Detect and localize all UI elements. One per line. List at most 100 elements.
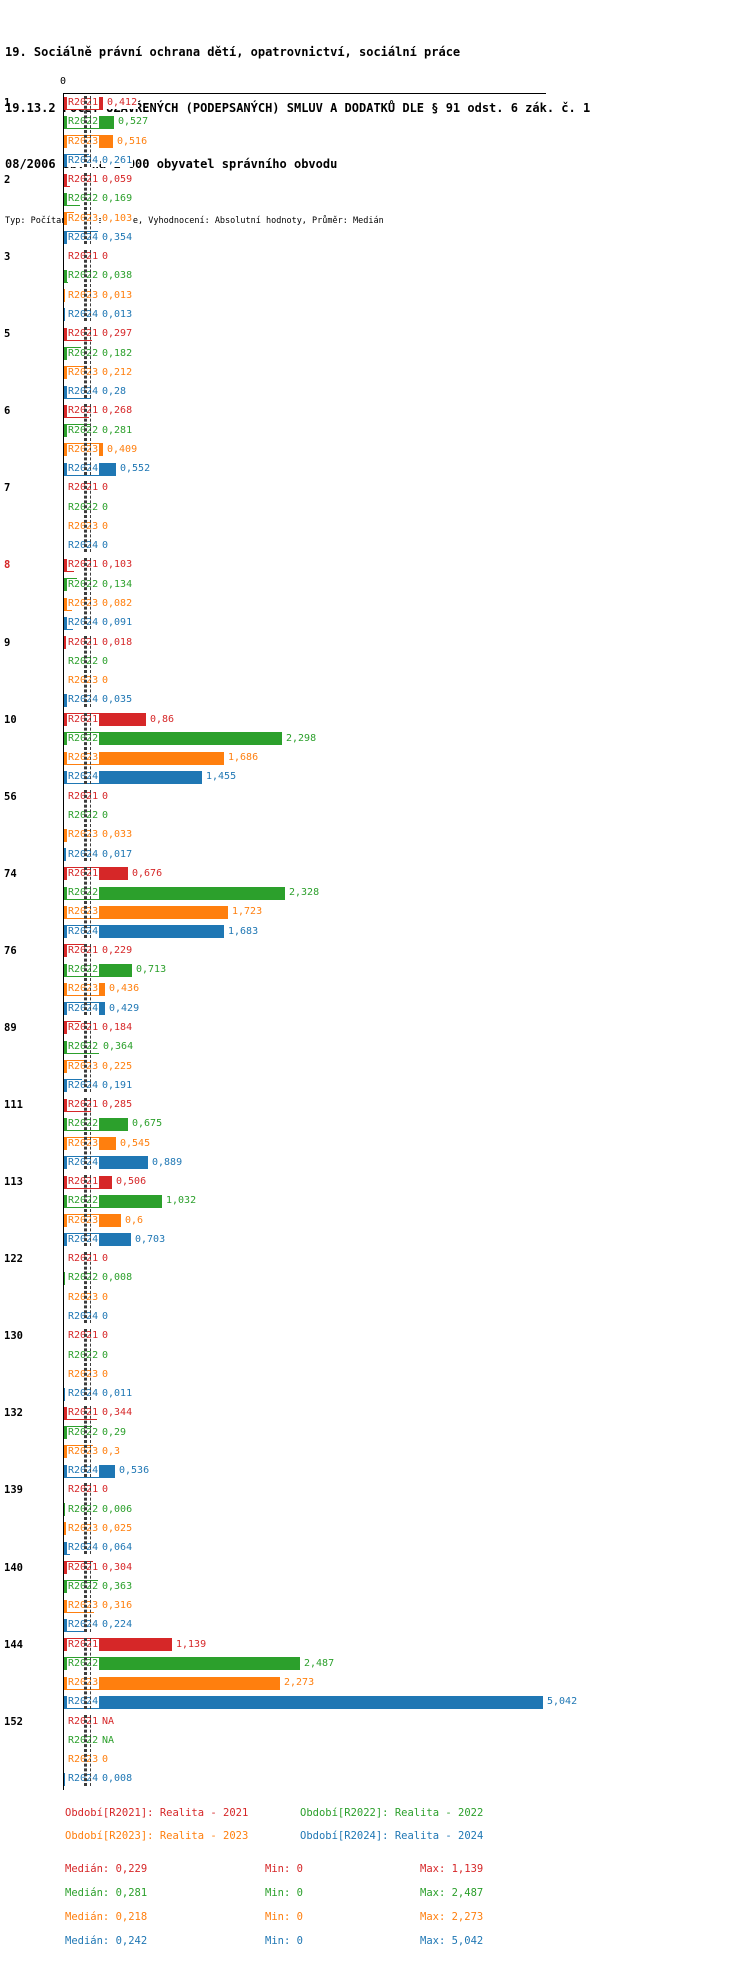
series-label: R2023	[67, 983, 100, 995]
series-label: R2023	[67, 1215, 100, 1227]
group-label: 9	[4, 637, 11, 649]
value-label: 0	[101, 1754, 110, 1766]
value-label: 1,455	[205, 771, 238, 783]
value-label: 0	[101, 675, 110, 687]
series-label: R2021	[67, 97, 100, 109]
median-tick	[84, 1021, 85, 1092]
series-label: R2023	[67, 598, 100, 610]
series-label: R2024	[67, 694, 100, 706]
value-label: 0	[101, 1311, 110, 1323]
series-label: R2024	[67, 1157, 100, 1169]
median-tick	[85, 250, 86, 321]
median-tick	[84, 481, 85, 552]
value-label: 0	[101, 791, 110, 803]
value-label: 0,29	[101, 1427, 128, 1439]
series-label: R2021	[67, 1562, 100, 1574]
median-tick	[85, 713, 86, 784]
value-label: 0,261	[101, 155, 134, 167]
median-tick	[86, 713, 87, 784]
median-tick	[86, 1483, 87, 1554]
median-tick	[90, 173, 91, 244]
value-label: 0,545	[119, 1138, 152, 1150]
value-label: 0,091	[101, 617, 134, 629]
series-label: R2022	[67, 1118, 100, 1130]
value-label: 0,225	[101, 1061, 134, 1073]
group-label: 3	[4, 251, 11, 263]
median-tick	[90, 1561, 91, 1632]
chart-stats: Medián: 0,229 Min: 0 Max: 1,139 Medián: 0,2…	[0, 1862, 750, 1972]
median-tick	[85, 173, 86, 244]
value-label: NA	[101, 1716, 116, 1728]
median-tick	[90, 713, 91, 784]
value-label: 0,013	[101, 290, 134, 302]
value-label: 0,224	[101, 1619, 134, 1631]
value-label: 0,038	[101, 270, 134, 282]
median-tick	[86, 173, 87, 244]
series-label: R2021	[67, 559, 100, 571]
series-label: R2021	[67, 482, 100, 494]
series-label: R2024	[67, 1542, 100, 1554]
bar-r2022	[64, 1657, 300, 1670]
chart-title-line-3: 08/2006 Sb. na 1 000 obyvatel správního …	[5, 157, 338, 171]
value-label: 0,017	[101, 849, 134, 861]
series-label: R2022	[67, 887, 100, 899]
value-label: 0,025	[101, 1523, 134, 1535]
median-tick	[90, 867, 91, 938]
median-tick	[90, 481, 91, 552]
value-label: 0,304	[101, 1562, 134, 1574]
series-label: R2023	[67, 1677, 100, 1689]
series-label: R2024	[67, 463, 100, 475]
median-tick	[85, 1483, 86, 1554]
series-label: R2023	[67, 1446, 100, 1458]
median-tick	[90, 790, 91, 861]
value-label: 0,3	[101, 1446, 122, 1458]
median-tick	[84, 327, 85, 398]
series-label: R2021	[67, 945, 100, 957]
series-label: R2021	[67, 1484, 100, 1496]
series-label: R2023	[67, 136, 100, 148]
stat-min-r2021: Min: 0	[265, 1863, 303, 1875]
median-tick	[84, 404, 85, 475]
value-label: 0,527	[117, 116, 150, 128]
median-tick	[86, 1021, 87, 1092]
median-tick	[85, 1252, 86, 1323]
median-tick	[84, 250, 85, 321]
stat-max-r2022: Max: 2,487	[420, 1887, 484, 1899]
series-label: R2024	[67, 1465, 100, 1477]
median-tick	[84, 713, 85, 784]
bar-r2021	[64, 636, 66, 649]
value-label: 0,344	[101, 1407, 134, 1419]
x-axis-line	[63, 93, 546, 94]
bar-r2023	[64, 752, 224, 765]
median-tick	[85, 1175, 86, 1246]
series-label: R2021	[67, 1253, 100, 1265]
value-label: 0,536	[118, 1465, 151, 1477]
median-tick	[90, 1021, 91, 1092]
value-label: 0	[101, 1350, 110, 1362]
value-label: 0,035	[101, 694, 134, 706]
series-label: R2021	[67, 1176, 100, 1188]
group-label: 111	[4, 1099, 23, 1111]
series-label: R2022	[67, 1195, 100, 1207]
value-label: 0,008	[101, 1272, 134, 1284]
value-label: 2,298	[285, 733, 318, 745]
series-label: R2021	[67, 791, 100, 803]
median-tick	[86, 1715, 87, 1786]
median-tick	[86, 1252, 87, 1323]
series-label: R2024	[67, 1619, 100, 1631]
median-tick	[84, 636, 85, 707]
median-tick	[85, 327, 86, 398]
median-tick	[86, 1098, 87, 1169]
bar-r2022	[64, 270, 68, 283]
series-label: R2023	[67, 213, 100, 225]
series-label: R2022	[67, 1272, 100, 1284]
value-label: 0,184	[101, 1022, 134, 1034]
series-label: R2021	[67, 174, 100, 186]
series-label: R2024	[67, 1388, 100, 1400]
value-label: 1,723	[231, 906, 264, 918]
group-label: 132	[4, 1407, 23, 1419]
stat-max-r2023: Max: 2,273	[420, 1911, 484, 1923]
value-label: 0,018	[101, 637, 134, 649]
median-tick	[84, 867, 85, 938]
stat-median-r2021: Medián: 0,229	[65, 1863, 148, 1875]
